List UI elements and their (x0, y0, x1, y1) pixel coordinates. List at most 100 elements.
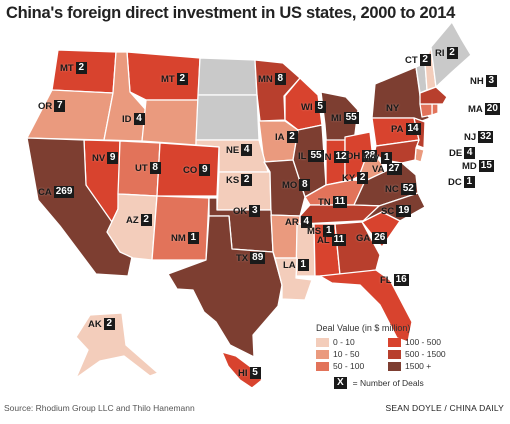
deal-count-badge: 28 (362, 150, 378, 162)
state-label-ca: CA 269 (38, 186, 75, 198)
deal-count-badge: 2 (357, 172, 369, 184)
deal-count-badge: 55 (308, 150, 324, 162)
deal-count-badge: 55 (343, 112, 359, 124)
state-abbr: CT (405, 54, 418, 66)
credit-line: SEAN DOYLE / CHINA DAILY (385, 403, 504, 413)
deal-count-badge: 8 (299, 179, 311, 191)
deal-count-badge: 2 (286, 131, 298, 143)
legend-label: 1500 + (405, 361, 432, 371)
legend: Deal Value (in $ million) 0 - 10 100 - 50… (316, 323, 506, 389)
legend-label: 50 - 100 (333, 361, 365, 371)
state-abbr: CO (183, 164, 198, 176)
state-label-nj: NJ 32 (464, 131, 494, 143)
state-abbr: NH (470, 75, 484, 87)
legend-deal-count-symbol: X (334, 377, 347, 389)
deal-count-badge: 27 (386, 163, 402, 175)
state-label-or: OR 7 (38, 100, 66, 112)
state-abbr: MD (462, 160, 477, 172)
state-abbr: NM (171, 232, 186, 244)
state-label-il: IL 55 (298, 150, 324, 162)
legend-item: 100 - 500 (388, 337, 488, 347)
state-label-ak: AK 2 (88, 318, 115, 330)
state-abbr: NE (226, 144, 240, 156)
state-abbr: CA (38, 186, 52, 198)
state-label-wy: MT 2 (161, 73, 188, 85)
state-label-ks: KS 2 (226, 174, 253, 186)
legend-label: 500 - 1500 (405, 349, 446, 359)
deal-count-badge: 8 (274, 73, 286, 85)
deal-count-badge: 52 (400, 183, 416, 195)
deal-count-badge: 3 (485, 75, 497, 87)
legend-item: 50 - 100 (316, 361, 388, 371)
state-abbr: KS (226, 174, 240, 186)
state-abbr: PA (391, 123, 404, 135)
legend-label: 100 - 500 (405, 337, 441, 347)
legend-item: 10 - 50 (316, 349, 388, 359)
deal-count-badge: 89 (250, 252, 266, 264)
state-abbr: MO (282, 179, 298, 191)
state-abbr: MN (258, 73, 273, 85)
deal-count-badge: 5 (249, 367, 261, 379)
state-abbr: FL (380, 274, 392, 286)
state-or (26, 89, 114, 141)
deal-count-badge: 1 (463, 176, 475, 188)
state-label-ny: NY (386, 103, 399, 114)
state-nd (197, 57, 258, 96)
deal-count-badge: 4 (464, 147, 476, 159)
state-label-ri: RI 2 (435, 47, 458, 59)
deal-count-badge: 2 (75, 62, 87, 74)
state-label-de: DE 4 (449, 147, 476, 159)
state-label-ok: OK 3 (233, 205, 261, 217)
deal-count-badge: 1 (187, 232, 199, 244)
deal-count-badge: 2 (419, 54, 431, 66)
state-abbr: GA (356, 232, 371, 244)
state-abbr: AL (317, 234, 330, 246)
state-abbr: AK (88, 318, 102, 330)
state-label-mt: MT 2 (60, 62, 87, 74)
state-label-ut: UT 8 (135, 162, 161, 174)
state-label-nv: NV 9 (92, 152, 119, 164)
deal-count-badge: 11 (331, 234, 347, 246)
state-label-dc: DC 1 (448, 176, 475, 188)
state-label-ma: MA 20 (468, 103, 500, 115)
state-abbr: OK (233, 205, 248, 217)
source-note: Source: Rhodium Group LLC and Thilo Hane… (4, 403, 195, 413)
legend-label: 10 - 50 (333, 349, 360, 359)
deal-count-badge: 4 (241, 144, 253, 156)
state-ca (26, 137, 134, 277)
state-abbr: IN (322, 151, 332, 163)
legend-swatch (316, 337, 329, 347)
deal-count-badge: 8 (149, 162, 161, 174)
state-tx (167, 215, 283, 358)
deal-count-badge: 26 (372, 232, 388, 244)
state-abbr: DC (448, 176, 462, 188)
state-label-ky: KY 2 (342, 172, 369, 184)
state-label-tn: TN 11 (318, 196, 348, 208)
state-label-ms: MS 1 (307, 225, 335, 237)
state-label-wi: WI 5 (301, 101, 326, 113)
deal-count-badge: 2 (446, 47, 458, 59)
state-abbr: MS (307, 225, 322, 237)
state-label-ga: GA 26 (356, 232, 388, 244)
state-label-pa: PA 14 (391, 123, 421, 135)
state-abbr: LA (283, 259, 296, 271)
deal-count-badge: 3 (249, 205, 261, 217)
deal-count-badge: 9 (107, 152, 119, 164)
state-abbr: NJ (464, 131, 477, 143)
legend-item: 500 - 1500 (388, 349, 488, 359)
state-abbr: AZ (126, 214, 139, 226)
state-label-oh: OH 28 (346, 150, 378, 162)
legend-label: 0 - 10 (333, 337, 355, 347)
deal-count-badge: 2 (140, 214, 152, 226)
state-abbr: IA (275, 131, 285, 143)
legend-bins: 0 - 10 100 - 500 10 - 50 500 - 1500 50 - 100… (316, 337, 506, 371)
state-abbr: WV (364, 152, 380, 164)
state-abbr: AR (285, 216, 299, 228)
state-label-fl: FL 16 (380, 274, 409, 286)
state-abbr: MT (161, 73, 175, 85)
state-ct (419, 103, 433, 118)
state-label-ne: NE 4 (226, 144, 253, 156)
state-abbr: ID (122, 113, 132, 125)
state-abbr: HI (238, 367, 248, 379)
state-abbr: MT (60, 62, 74, 74)
